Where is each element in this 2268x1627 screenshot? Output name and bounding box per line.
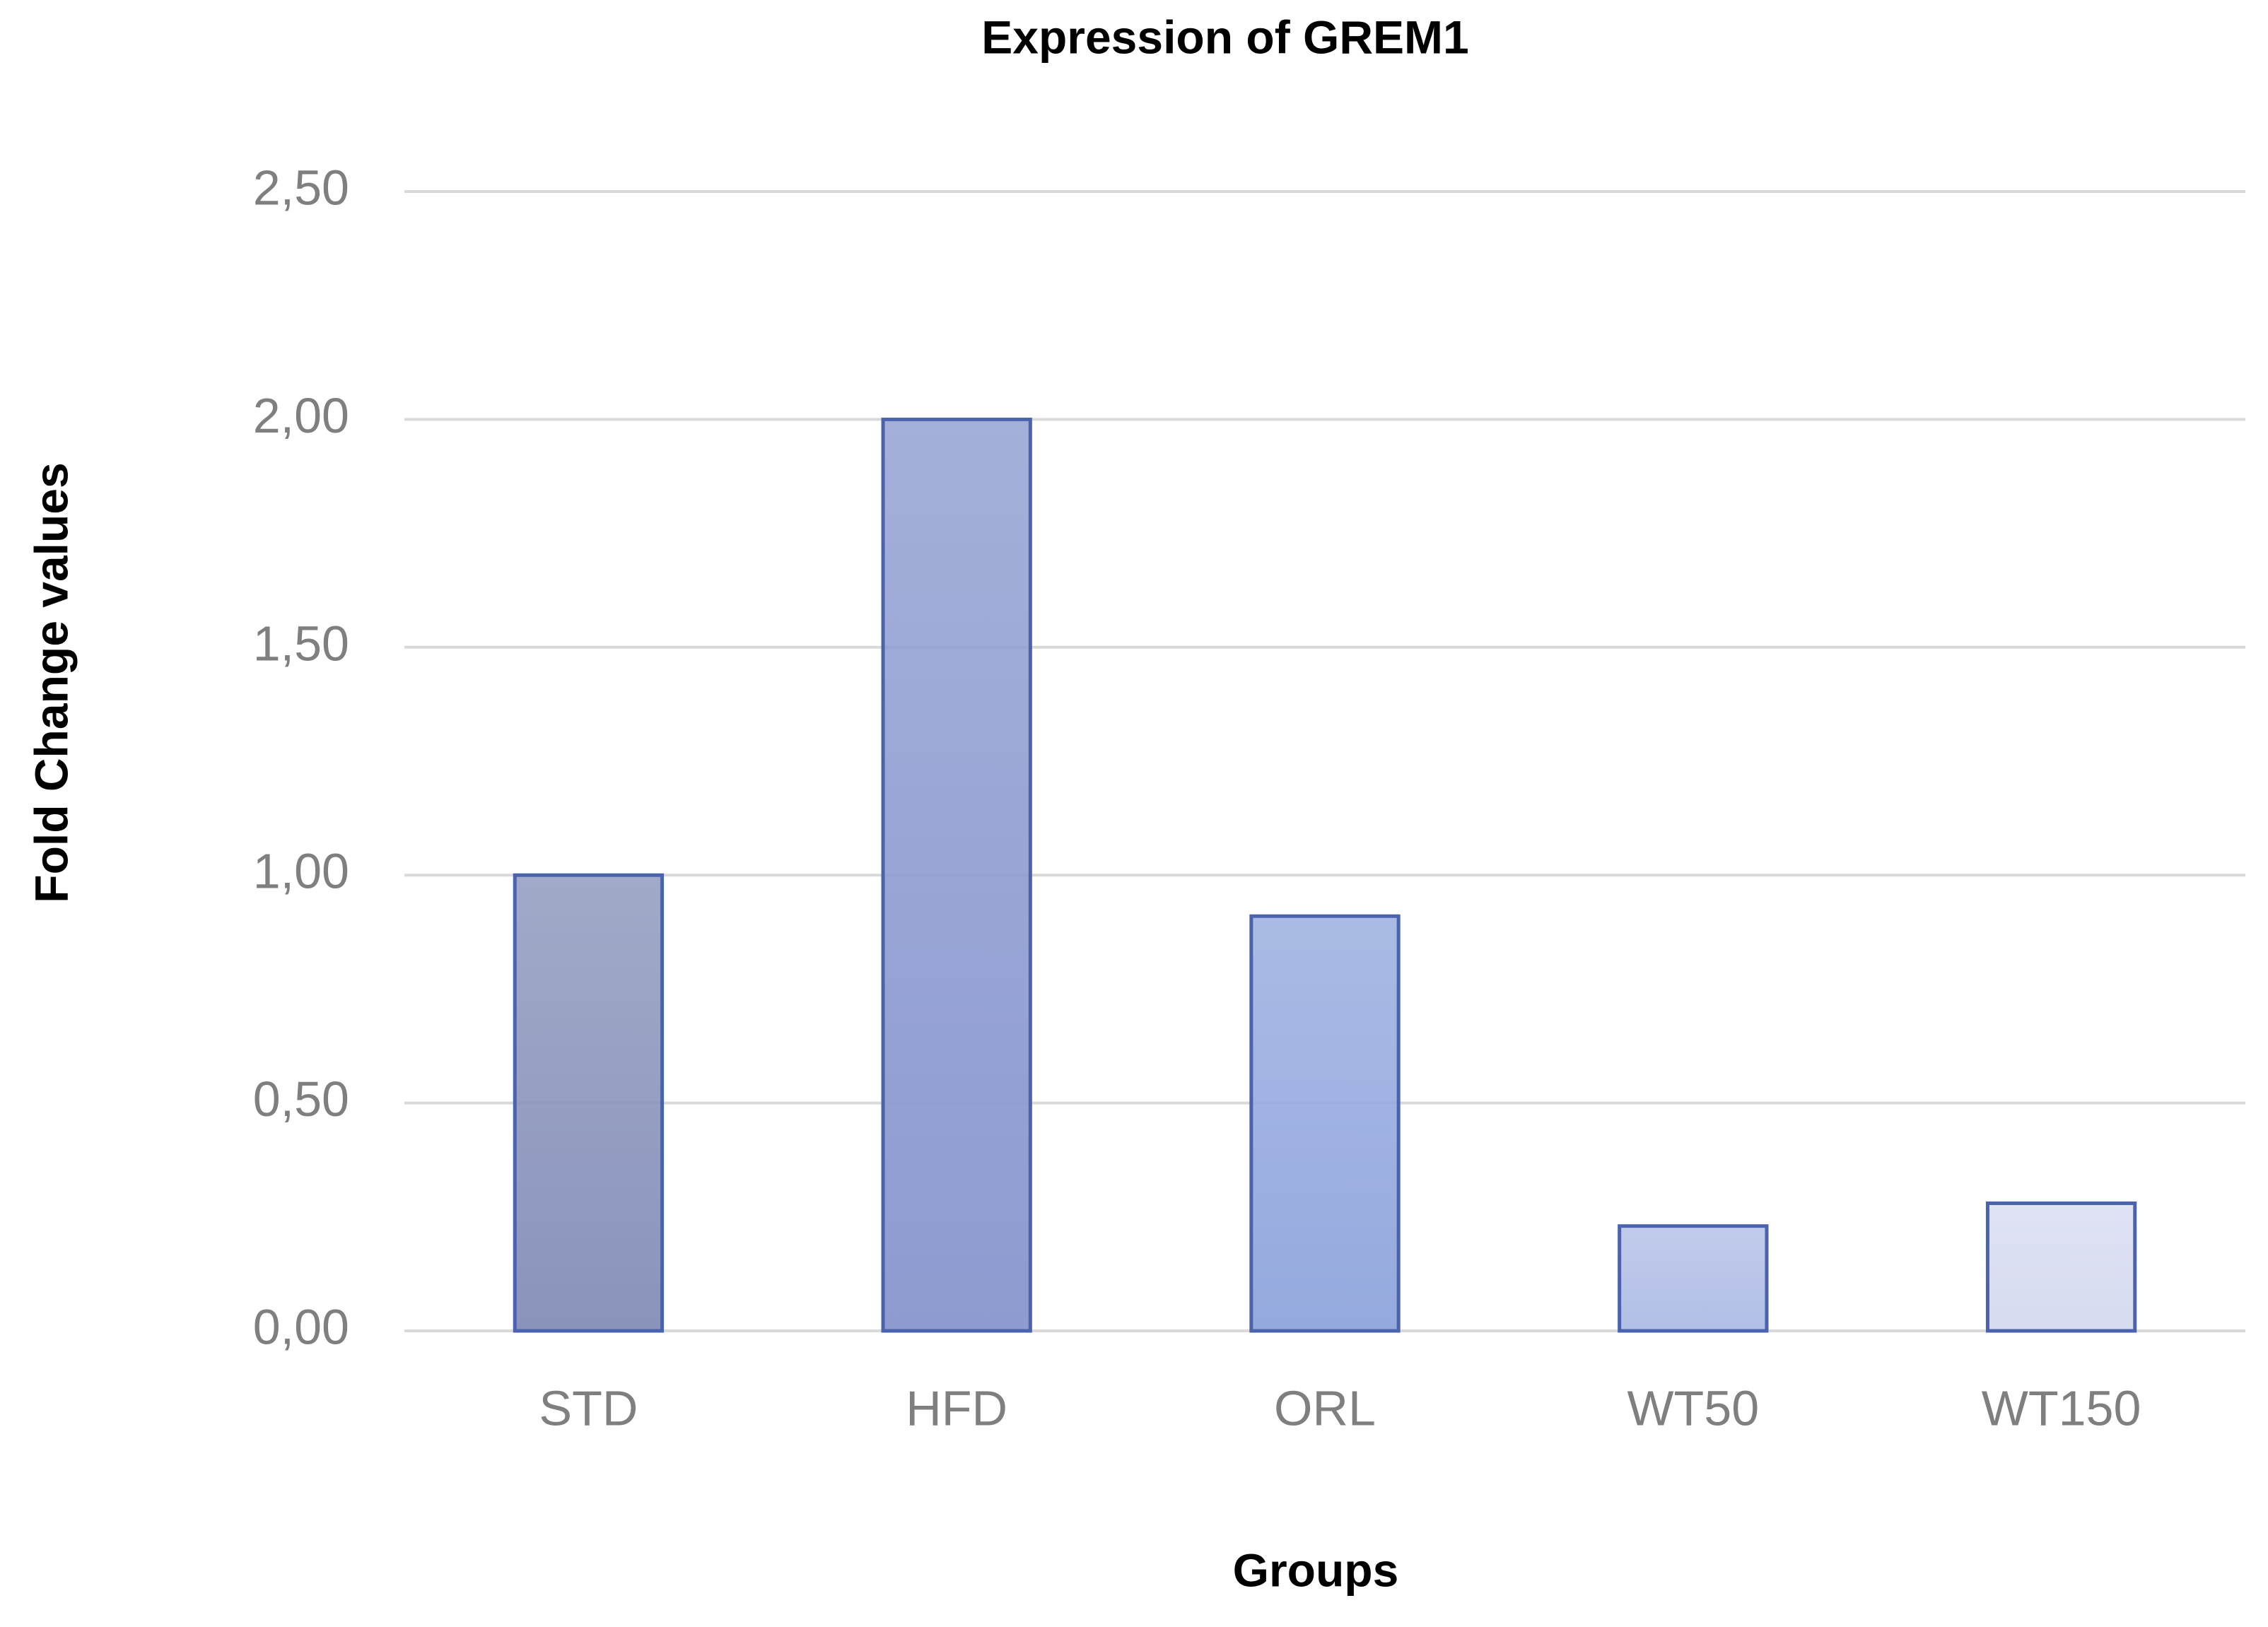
y-tick-label: 1,50 <box>253 616 349 671</box>
y-tick-label: 2,00 <box>253 388 349 443</box>
x-tick-label: STD <box>539 1380 638 1435</box>
y-tick-label: 2,50 <box>253 160 349 215</box>
x-tick-label: WT50 <box>1627 1380 1759 1435</box>
bar <box>881 417 1032 1333</box>
y-tick-label: 0,00 <box>253 1299 349 1354</box>
x-tick-label: ORL <box>1274 1380 1376 1435</box>
y-axis-label: Fold Change values <box>25 462 77 903</box>
chart-title: Expression of GREM1 <box>981 11 1469 63</box>
bar <box>513 873 665 1333</box>
y-tick-label: 1,00 <box>253 844 349 899</box>
x-axis-label: Groups <box>1233 1544 1399 1596</box>
y-tick-label: 0,50 <box>253 1071 349 1127</box>
bar <box>1985 1201 2137 1333</box>
x-tick-label: WT150 <box>1982 1380 2141 1435</box>
bar <box>1249 914 1401 1333</box>
bar <box>1618 1224 1769 1333</box>
x-tick-label: HFD <box>906 1380 1007 1435</box>
